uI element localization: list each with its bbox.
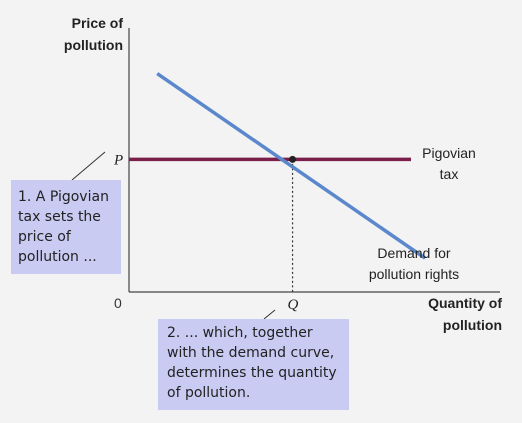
equilibrium-point: [289, 155, 297, 163]
annotation-line: determines the quantity: [167, 365, 337, 381]
demand-label-line: pollution rights: [369, 266, 459, 282]
annotation-leader-1: [71, 151, 106, 181]
y-axis-title-line: Price of: [72, 15, 124, 31]
annotation-leader-2: [263, 309, 276, 320]
demand-label-line: Demand for: [377, 245, 450, 261]
x-axis-title-line: pollution: [443, 317, 502, 333]
annotation-pigovian-tax: 1. A Pigovian tax sets the price of poll…: [11, 180, 121, 274]
x-axis-title-line: Quantity of: [428, 295, 502, 311]
pigovian-tax-label-line: tax: [440, 166, 459, 182]
annotation-line: with the demand curve,: [167, 345, 335, 361]
price-tick-label: P: [113, 152, 123, 168]
origin-label: 0: [114, 295, 122, 311]
annotation-line: price of: [18, 229, 71, 245]
annotation-line: of pollution.: [167, 385, 251, 401]
annotation-quantity: 2. ... which, together with the demand c…: [158, 319, 349, 410]
y-axis-title-line: pollution: [64, 37, 123, 53]
annotation-line: 2. ... which, together: [167, 325, 313, 341]
annotation-line: pollution ...: [18, 249, 97, 265]
quantity-tick-label: Q: [288, 297, 299, 313]
annotation-line: 1. A Pigovian: [18, 189, 109, 205]
demand-curve-line: [156, 72, 427, 260]
annotation-line: tax sets the: [18, 209, 101, 225]
pigovian-tax-label-line: Pigovian: [422, 145, 476, 161]
